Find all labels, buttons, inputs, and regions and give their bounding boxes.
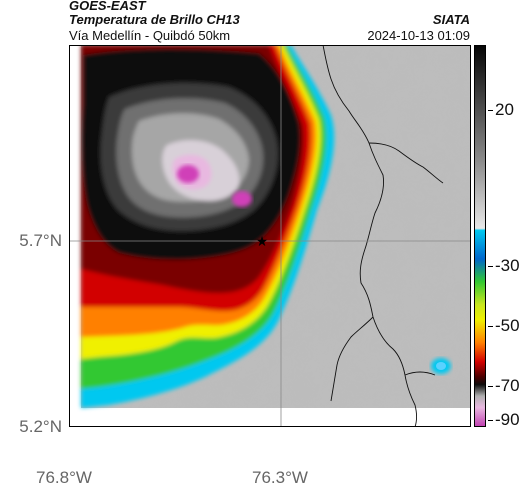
route-label: Vía Medellín - Quibdó 50km [69, 28, 231, 43]
magenta-core-west [177, 165, 199, 183]
colorbar-label-neg70: -70 [495, 376, 520, 395]
colorbar-label-neg50: -50 [495, 316, 520, 335]
star-icon[interactable]: ★ [256, 234, 269, 250]
product-title: Temperatura de Brillo CH13 [69, 12, 240, 27]
borders [322, 45, 444, 427]
colorbar-label-neg90: -90 [495, 410, 520, 429]
colorbar-tick [488, 266, 493, 267]
colorbar-tick [488, 326, 493, 327]
colorbar-tick [488, 110, 493, 111]
satellite-map[interactable]: ★ [69, 45, 471, 427]
satellite-name: GOES-EAST [69, 0, 146, 13]
agency-label: SIATA [432, 12, 470, 27]
lat-tick-label: 5.7°N [19, 231, 62, 250]
colorbar-tick [488, 420, 493, 421]
lat-tick-label: 5.2°N [19, 417, 62, 436]
temperature-colorbar [474, 45, 486, 427]
magenta-core-east [232, 191, 252, 207]
colorbar-tick [488, 386, 493, 387]
colorbar-label-neg30: -30 [495, 256, 520, 275]
lon-tick-label: 76.3°W [252, 468, 308, 487]
lon-tick-label: 76.8°W [36, 468, 92, 487]
colorbar-label-20: 20 [495, 100, 514, 119]
timestamp-label: 2024-10-13 01:09 [367, 28, 470, 43]
